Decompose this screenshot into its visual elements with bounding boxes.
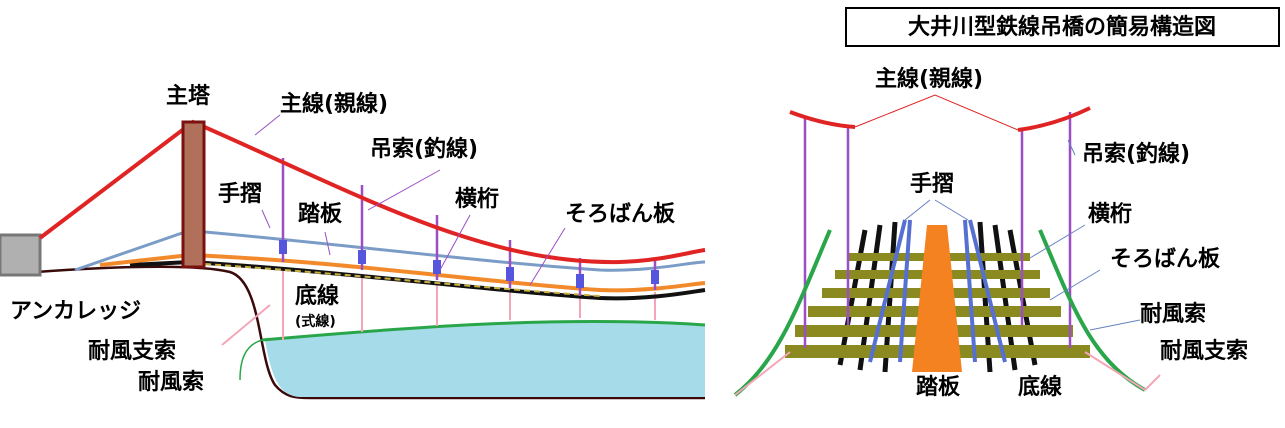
leader bbox=[239, 339, 263, 381]
label: アンカレッジ bbox=[10, 299, 141, 324]
main-cable bbox=[38, 119, 706, 265]
label: 手摺 bbox=[218, 182, 262, 207]
leaders bbox=[254, 114, 566, 286]
label: 吊索(釣線) bbox=[1082, 141, 1190, 167]
label: 横桁 bbox=[455, 187, 499, 212]
label: 底線 bbox=[1018, 374, 1062, 400]
bottom-cable bbox=[129, 259, 706, 301]
label: 耐風索 bbox=[138, 370, 204, 395]
label: 横桁 bbox=[1088, 202, 1132, 227]
deck-board bbox=[912, 225, 962, 372]
water bbox=[265, 321, 705, 397]
main-cable bbox=[789, 106, 1091, 132]
label: 手摺 bbox=[910, 172, 954, 197]
wind-cable bbox=[261, 319, 706, 342]
handrail bbox=[74, 230, 706, 272]
label: 耐風支索 bbox=[88, 339, 176, 364]
label: 耐風支索 bbox=[1160, 339, 1248, 364]
label: 主線(親線) bbox=[280, 91, 388, 117]
leaders bbox=[904, 139, 1141, 331]
label: 主線(親線) bbox=[875, 66, 983, 92]
label: そろばん板 bbox=[1110, 247, 1221, 272]
label: 吊索(釣線) bbox=[370, 136, 478, 162]
hanger-clamps bbox=[279, 240, 659, 288]
label: (式線) bbox=[295, 313, 336, 330]
label: 踏板 bbox=[916, 375, 961, 400]
title-box bbox=[845, 7, 1280, 47]
ground bbox=[0, 265, 705, 400]
anchorage bbox=[0, 233, 42, 277]
wind-stays bbox=[734, 351, 1161, 396]
label: 底線 bbox=[295, 283, 339, 309]
wind-stays bbox=[221, 268, 656, 346]
label: そろばん板 bbox=[565, 202, 676, 227]
label: 耐風索 bbox=[1140, 302, 1206, 327]
handrail-cables bbox=[868, 219, 1007, 363]
leader bbox=[854, 94, 1019, 131]
label: 主塔 bbox=[166, 84, 211, 109]
title: 大井川型鉄線吊橋の簡易構造図 bbox=[908, 14, 1216, 40]
hangers bbox=[803, 112, 1072, 348]
label: 踏板 bbox=[298, 202, 343, 227]
side-view: 主塔 主線(親線) 吊索(釣線) 手摺 踏板 横桁 そろばん板 底線 (式線) … bbox=[0, 84, 706, 400]
tower bbox=[181, 120, 206, 269]
cross-section: 大井川型鉄線吊橋の簡易構造図 主線(親線) 吊索(釣線) 手摺 横桁 そろばん板… bbox=[733, 7, 1280, 400]
